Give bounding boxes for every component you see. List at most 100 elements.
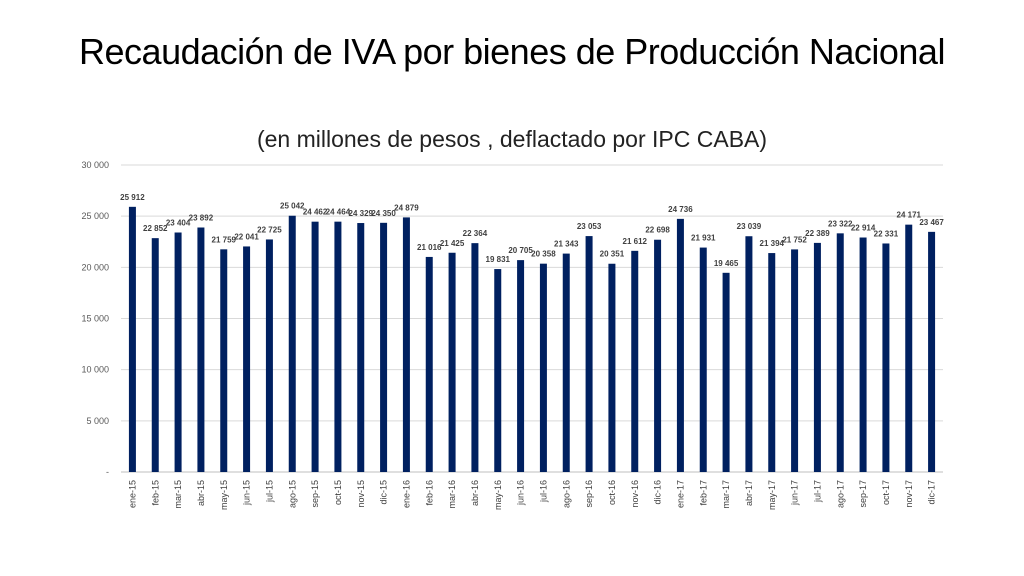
x-tick-label: oct-17 (881, 480, 891, 505)
data-label: 21 394 (760, 239, 785, 248)
x-tick-label: ene-15 (127, 480, 137, 508)
bar (151, 238, 159, 472)
x-tick-label: mar-17 (721, 480, 731, 509)
data-label: 21 612 (623, 237, 648, 246)
data-label: 25 042 (280, 202, 305, 211)
x-tick-label: mar-15 (173, 480, 183, 509)
data-label: 24 462 (303, 208, 328, 217)
bar (471, 243, 479, 472)
chart-title: Recaudación de IVA por bienes de Producc… (79, 31, 945, 72)
x-tick-label: ene-17 (675, 480, 685, 508)
x-tick-label: ago-16 (561, 480, 571, 508)
y-tick-label: 15 000 (81, 314, 109, 324)
data-label: 24 171 (897, 211, 922, 220)
bar (562, 253, 570, 472)
data-label: 22 389 (805, 229, 830, 238)
bar (380, 222, 388, 472)
data-label: 24 329 (349, 209, 374, 218)
bar (859, 237, 867, 472)
bar (745, 236, 753, 472)
data-label: 25 912 (120, 193, 145, 202)
bar (517, 260, 525, 472)
x-tick-label: sep-15 (310, 480, 320, 508)
data-label: 23 039 (737, 222, 762, 231)
x-tick-label: abr-15 (196, 480, 206, 506)
bar (425, 256, 433, 472)
x-tick-label: mar-16 (447, 480, 457, 509)
bar (220, 249, 228, 472)
x-tick-label: oct-16 (607, 480, 617, 505)
bar (402, 217, 410, 472)
x-tick-label: ene-16 (401, 480, 411, 508)
data-label: 24 879 (394, 203, 419, 212)
data-label: 19 465 (714, 259, 739, 268)
x-tick-label: nov-15 (356, 480, 366, 508)
data-label: 22 725 (257, 225, 282, 234)
x-tick-label: oct-15 (333, 480, 343, 505)
x-tick-label: may-15 (219, 480, 229, 510)
x-tick-label: may-16 (493, 480, 503, 510)
x-tick-label: abr-16 (470, 480, 480, 506)
x-tick-label: abr-17 (744, 480, 754, 506)
x-tick-label: feb-15 (150, 480, 160, 506)
bar (928, 231, 936, 472)
bar (585, 236, 593, 472)
x-tick-label: ago-17 (835, 480, 845, 508)
bar (448, 252, 456, 472)
x-tick-label: may-17 (767, 480, 777, 510)
data-label: 22 364 (463, 229, 488, 238)
bar (813, 242, 821, 472)
data-label: 19 831 (486, 255, 511, 264)
data-label: 21 016 (417, 243, 442, 252)
bar (311, 221, 319, 472)
data-label: 23 322 (828, 219, 853, 228)
y-tick-label: 10 000 (81, 365, 109, 375)
x-tick-label: nov-17 (904, 480, 914, 508)
bar (722, 272, 730, 472)
y-tick-label: - (106, 467, 109, 477)
data-label: 22 698 (645, 226, 670, 235)
x-tick-label: jun-17 (790, 480, 800, 506)
bar (494, 269, 502, 472)
data-label: 21 759 (212, 235, 237, 244)
data-label: 22 041 (234, 232, 259, 241)
x-tick-label: nov-16 (630, 480, 640, 508)
bar (265, 239, 273, 472)
bar (334, 221, 342, 472)
bar (836, 233, 844, 472)
data-label: 20 358 (531, 250, 556, 259)
bar (768, 253, 776, 472)
data-label: 24 464 (326, 208, 351, 217)
data-label: 23 467 (919, 218, 944, 227)
data-label: 23 053 (577, 222, 602, 231)
bar (128, 206, 136, 472)
bar (654, 239, 662, 472)
data-label: 22 331 (874, 229, 899, 238)
x-tick-label: feb-16 (424, 480, 434, 506)
data-label: 22 914 (851, 224, 876, 233)
bar (174, 232, 182, 472)
data-label: 23 892 (189, 214, 214, 223)
data-label: 21 752 (782, 235, 807, 244)
x-tick-label: jun-15 (242, 480, 252, 506)
bar (539, 263, 547, 472)
data-label: 23 404 (166, 218, 191, 227)
bar (699, 247, 707, 472)
data-label: 24 736 (668, 205, 693, 214)
x-tick-label: dic-16 (653, 480, 663, 505)
bar (676, 218, 684, 472)
data-label: 22 852 (143, 224, 168, 233)
x-tick-label: sep-16 (584, 480, 594, 508)
data-label: 24 350 (371, 209, 396, 218)
x-tick-label: dic-15 (379, 480, 389, 505)
y-tick-label: 30 000 (81, 160, 109, 170)
y-tick-label: 20 000 (81, 262, 109, 272)
bar (608, 263, 616, 472)
x-tick-label: jun-16 (516, 480, 526, 506)
x-tick-label: sep-17 (858, 480, 868, 508)
x-tick-label: dic-17 (927, 480, 937, 505)
data-label: 20 351 (600, 250, 625, 259)
bar (905, 224, 913, 472)
y-tick-label: 5 000 (86, 416, 109, 426)
